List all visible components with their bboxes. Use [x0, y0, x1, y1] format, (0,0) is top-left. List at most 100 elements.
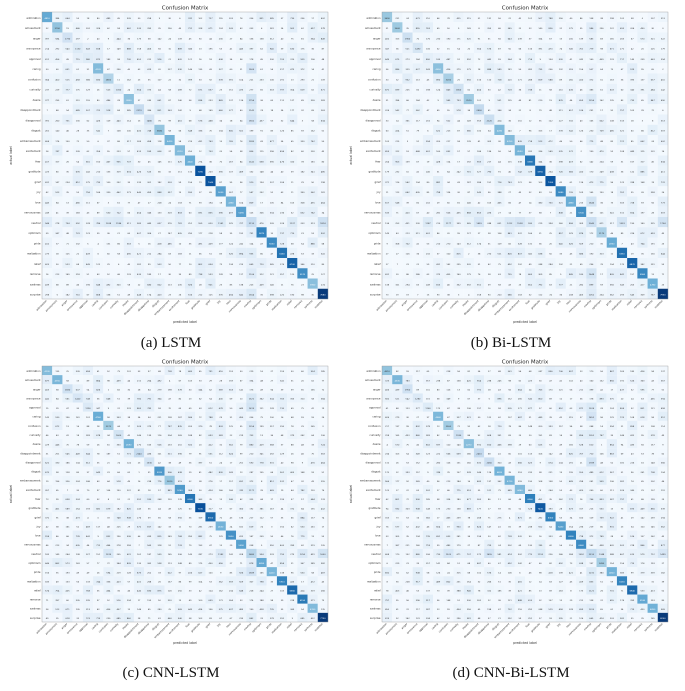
cell-fill [392, 176, 403, 187]
cell-value: 397 [45, 38, 50, 40]
cell-value: 763 [426, 28, 431, 30]
cell-fill [287, 366, 298, 376]
heatmap-cell: 425 [42, 258, 53, 269]
cell-fill [195, 42, 206, 54]
cell-value: 170 [620, 264, 625, 266]
cell-fill [453, 63, 464, 74]
cell-value: 390 [300, 192, 305, 194]
cell-fill [657, 227, 669, 238]
cell-fill [392, 278, 403, 289]
cell-fill [93, 155, 104, 166]
confusion-matrix-cnn-lstm: Confusion Matrix 4130 135 25 309 658 61 52 79 101… [6, 356, 336, 648]
cell-fill [484, 186, 495, 197]
heatmap-cell: 409 [596, 53, 607, 64]
cell-fill [113, 12, 124, 23]
cell-fill [657, 114, 669, 125]
heatmap-cell: 249 [422, 278, 434, 289]
cell-fill [525, 186, 536, 197]
heatmap-cell: 410 [576, 165, 587, 177]
heatmap-cell: 888 [484, 63, 495, 74]
cell-fill [504, 196, 515, 207]
cell-fill [504, 83, 515, 95]
cell-fill [133, 12, 145, 23]
cell-fill [225, 83, 237, 95]
cell-fill [307, 268, 318, 279]
heatmap-cell: 6700 [287, 258, 298, 269]
heatmap-cell: 91 [473, 32, 485, 43]
heatmap-cell: 38 [473, 247, 485, 259]
heatmap-cell: 34 [225, 53, 237, 64]
cell-value: 98 [107, 380, 110, 382]
heatmap-cell: 669 [246, 258, 257, 269]
cell-value: 122 [96, 264, 101, 266]
cell-value: 530 [559, 59, 564, 61]
heatmap-cell: 383 [586, 83, 597, 95]
heatmap-cell: 89 [62, 278, 73, 289]
cell-value: 41 [570, 59, 573, 61]
cell-value: 182 [66, 295, 71, 297]
heatmap-cell: 397 [246, 42, 257, 54]
cell-fill [443, 237, 454, 248]
cell-value: 3170 [599, 233, 605, 235]
cell-value: 183 [76, 213, 81, 215]
cell-value: 391 [45, 120, 50, 122]
heatmap-cell: 513 [657, 114, 669, 125]
cell-value: 183 [106, 59, 111, 61]
heatmap-cell: 50 [545, 247, 556, 259]
heatmap-cell: 357 [276, 268, 288, 279]
cell-fill [504, 227, 515, 238]
cell-value: 20 [301, 380, 304, 382]
heatmap-cell: 16 [256, 366, 267, 376]
cell-fill [52, 114, 63, 125]
heatmap-cell: 18 [225, 114, 237, 125]
cell-value: 464 [477, 90, 482, 92]
cell-value: 60 [621, 90, 624, 92]
heatmap-cell: 50 [133, 12, 145, 23]
cell-value: 27 [158, 233, 161, 235]
cell-fill [525, 155, 536, 166]
cell-value: 649 [385, 59, 390, 61]
cell-fill [93, 135, 104, 146]
cell-fill [256, 135, 267, 146]
cell-fill [103, 247, 114, 259]
cell-value: 62 [580, 161, 583, 163]
cell-fill [586, 176, 597, 187]
cell-value: 40 [127, 69, 130, 71]
heatmap-cell: 523 [62, 258, 73, 269]
cell-value: 203 [249, 28, 254, 30]
cell-value: 731 [661, 182, 666, 184]
heatmap-cell: 98 [297, 288, 308, 300]
cell-fill [205, 288, 216, 300]
cell-value: 63 [168, 254, 171, 256]
heatmap-cell: 133 [123, 268, 134, 279]
heatmap-cell: 808 [93, 288, 104, 300]
heatmap-cell: 464 [473, 83, 485, 95]
heatmap-cell: 930 [525, 217, 536, 228]
cell-value: 358 [651, 192, 656, 194]
heatmap-cell: 122 [545, 114, 556, 125]
heatmap-cells: 4810 384 664 55 18 80 489 45 309 50 258 9 30 6 741 102 7… [42, 12, 329, 300]
cell-value: 596 [219, 213, 224, 215]
cell-value: 30 [457, 192, 460, 194]
cell-fill [565, 247, 577, 259]
cell-value: 21 [570, 264, 573, 266]
cell-value: 279 [457, 69, 462, 71]
cell-value: 58 [457, 141, 460, 143]
heatmap-cell: 47 [514, 196, 526, 207]
cell-value: 297 [76, 38, 81, 40]
cell-value: 103 [290, 202, 295, 204]
cell-value: 43 [508, 284, 511, 286]
cell-value: 328 [518, 243, 523, 245]
heatmap-cell: 12 [525, 114, 536, 125]
heatmap-cell: 37 [164, 145, 175, 156]
cell-value: 35 [127, 182, 130, 184]
heatmap-cell: 206 [545, 63, 556, 74]
cell-fill [246, 217, 257, 228]
heatmap-cell: 584 [52, 32, 63, 43]
cell-value: 211 [137, 380, 142, 382]
cell-value: 164 [96, 192, 101, 194]
cell-value: 80 [260, 254, 263, 256]
heatmap-cell: 53 [215, 42, 226, 54]
confusion-matrix-bi-lstm: Confusion Matrix 3690 231 24 673 210 64 78 425 21… [346, 2, 676, 327]
cell-fill [307, 22, 318, 33]
